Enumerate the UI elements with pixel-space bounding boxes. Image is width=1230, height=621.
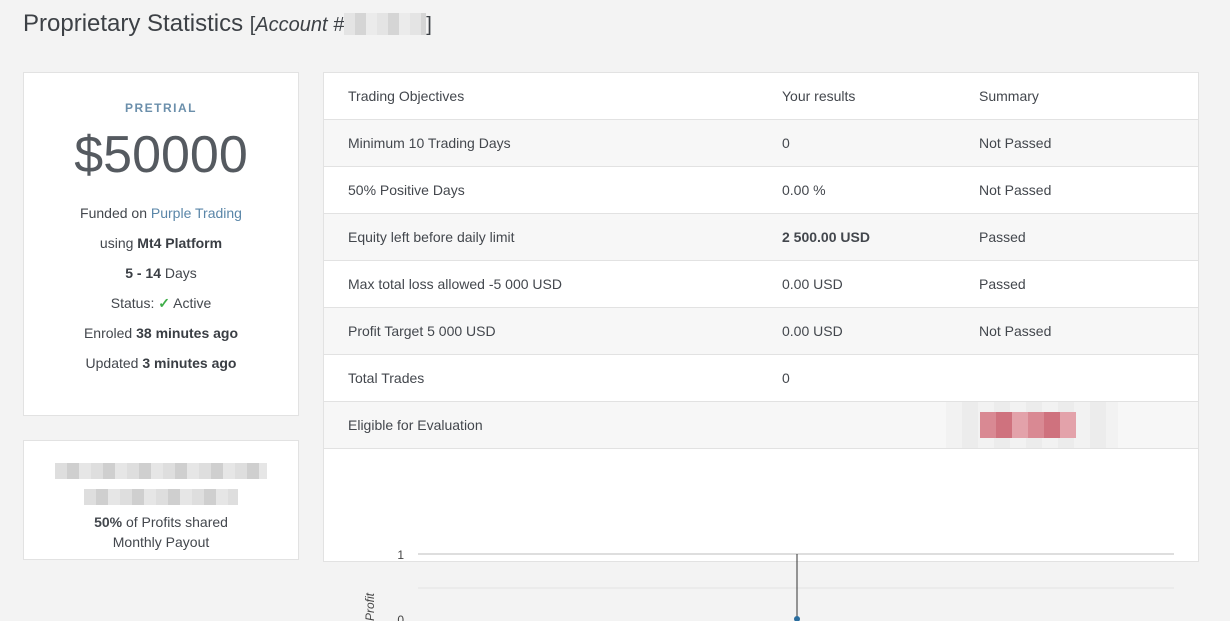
days-line: 5 - 14 Days [24, 258, 298, 288]
objective-name: 50% Positive Days [348, 182, 465, 198]
redacted-account-number [344, 13, 427, 35]
account-bracket-open: [ [249, 14, 256, 36]
table-header: Trading Objectives Your results Summary [324, 73, 1198, 120]
status-line: Status: ✓ Active [24, 288, 298, 318]
table-row: Total Trades 0 [324, 355, 1198, 402]
objective-summary: Not Passed [979, 182, 1052, 198]
account-balance: $50000 [74, 126, 248, 184]
header-objective: Trading Objectives [348, 88, 465, 104]
status-label: Status: [110, 295, 155, 311]
table-row: Equity left before daily limit 2 500.00 … [324, 214, 1198, 261]
account-number: [Account #] [249, 13, 432, 36]
days-range: 5 - 14 [125, 265, 161, 281]
table-row: Minimum 10 Trading Days 0 Not Passed [324, 120, 1198, 167]
objective-summary: Passed [979, 229, 1026, 245]
objective-name: Minimum 10 Trading Days [348, 135, 511, 151]
objective-name: Max total loss allowed -5 000 USD [348, 276, 562, 292]
account-summary-card: PRETRIAL $50000 Funded on Purple Trading… [23, 72, 299, 416]
page-title-text: Proprietary Statistics [23, 10, 244, 37]
updated-label: Updated [85, 355, 139, 371]
table-row: Max total loss allowed -5 000 USD 0.00 U… [324, 261, 1198, 308]
funded-label: Funded on [80, 205, 147, 221]
chart-y-ticks: 10 [397, 548, 404, 621]
table-row: 50% Positive Days 0.00 % Not Passed [324, 167, 1198, 214]
objective-name: Eligible for Evaluation [348, 417, 483, 433]
redacted-block [980, 412, 1076, 438]
account-label: Account # [255, 14, 345, 36]
trading-objectives-card: Trading Objectives Your results Summary … [323, 72, 1199, 621]
profit-share-value: 50% [94, 514, 123, 530]
status-value: Active [173, 295, 212, 311]
chart-y-tick-label: 1 [397, 548, 404, 562]
payout-frequency: Monthly Payout [112, 534, 210, 550]
header-summary: Summary [979, 88, 1039, 104]
redacted-evaluation-button [946, 402, 1118, 448]
platform-name: Mt4 Platform [137, 235, 223, 251]
objective-result: 0.00 USD [782, 276, 843, 292]
account-details: Funded on Purple Trading using Mt4 Platf… [24, 198, 298, 378]
objective-result: 0.00 % [782, 182, 826, 198]
funded-line: Funded on Purple Trading [24, 198, 298, 228]
broker-link[interactable]: Purple Trading [150, 205, 242, 221]
chart-y-axis-label: Profit [363, 592, 377, 621]
profit-chart: 10 Profit [363, 548, 1174, 621]
objective-result: 0.00 USD [782, 323, 843, 339]
days-unit: Days [164, 265, 197, 281]
objective-result: 0 [782, 370, 790, 386]
platform-line: using Mt4 Platform [24, 228, 298, 258]
objective-summary: Passed [979, 276, 1026, 292]
objective-result: 0 [782, 135, 790, 151]
enroled-label: Enroled [83, 325, 133, 341]
objective-summary: Not Passed [979, 323, 1052, 339]
objective-name: Total Trades [348, 370, 425, 386]
redacted-text-line [84, 489, 238, 505]
updated-line: Updated 3 minutes ago [24, 348, 298, 378]
chart-grid [418, 553, 1174, 589]
enroled-line: Enroled 38 minutes ago [24, 318, 298, 348]
platform-label: using [99, 235, 134, 251]
objective-name: Profit Target 5 000 USD [348, 323, 496, 339]
redacted-text-line [55, 463, 267, 479]
profit-share-line: 50% of Profits shared [24, 512, 298, 532]
profit-share-label: of Profits shared [125, 514, 228, 530]
chart-data-point [794, 616, 800, 621]
header-results: Your results [782, 88, 856, 104]
objective-name: Equity left before daily limit [348, 229, 515, 245]
payout-card: 50% of Profits shared Monthly Payout [23, 440, 299, 560]
chart-y-tick-label: 0 [397, 613, 404, 621]
updated-time: 3 minutes ago [142, 355, 237, 371]
page-title: Proprietary Statistics [Account #] [23, 10, 432, 38]
enroled-time: 38 minutes ago [136, 325, 239, 341]
check-icon: ✓ [158, 295, 170, 311]
account-bracket-close: ] [426, 14, 432, 36]
table-row: Profit Target 5 000 USD 0.00 USD Not Pas… [324, 308, 1198, 355]
objective-result: 2 500.00 USD [782, 229, 870, 245]
account-type-badge: PRETRIAL [125, 101, 197, 115]
objective-summary: Not Passed [979, 135, 1052, 151]
